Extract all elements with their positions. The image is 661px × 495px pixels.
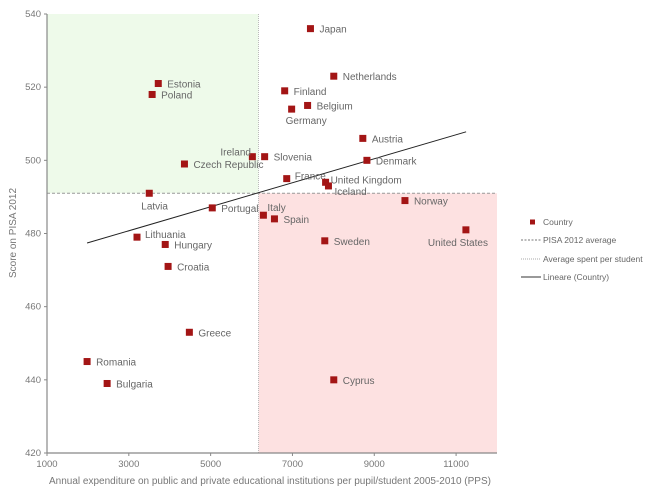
x-tick-label: 7000 [282,459,303,470]
data-label: United States [428,238,488,249]
data-point [133,233,141,241]
data-point [164,262,172,270]
data-label: Netherlands [343,72,397,83]
y-axis-label: Score on PISA 2012 [8,188,19,279]
data-point [401,197,409,205]
data-point [359,134,367,142]
data-point [462,226,470,234]
data-label: Finland [294,87,327,98]
data-label: Norway [414,197,448,208]
y-tick-label: 440 [25,375,41,386]
y-tick-label: 480 [25,229,41,240]
x-tick-label: 5000 [200,459,221,470]
data-label: Germany [286,116,327,127]
data-label: Hungary [174,240,212,251]
data-point [270,215,278,223]
data-label: Portugal [221,204,258,215]
data-label: Croatia [177,262,210,273]
y-tick-label: 500 [25,155,41,166]
data-label: Slovenia [274,153,313,164]
y-tick-label: 520 [25,82,41,93]
data-label: Spain [283,215,309,226]
x-tick-label: 9000 [364,459,385,470]
legend-label: Lineare (Country) [543,272,609,282]
data-point [145,189,153,197]
data-point [161,240,169,248]
data-point [103,379,111,387]
data-label: Romania [96,358,136,369]
legend-label: PISA 2012 average [543,235,617,245]
data-label: Italy [267,203,285,214]
data-label: Estonia [167,80,201,91]
data-label: Belgium [317,101,353,112]
data-label: United Kingdom [331,175,402,186]
data-point [330,376,338,384]
data-label: France [295,172,327,183]
legend-label: Average spent per student [543,254,643,264]
data-point [261,153,269,161]
data-point [259,211,267,219]
data-point [185,328,193,336]
data-point [322,178,330,186]
data-label: Denmark [376,156,418,167]
data-point [306,25,314,33]
x-tick-label: 3000 [118,459,139,470]
data-point [154,80,162,88]
data-label: Cyprus [343,376,375,387]
x-axis-label: Annual expenditure on public and private… [49,476,491,487]
data-point [248,153,256,161]
data-point [208,204,216,212]
legend-marker-country [530,219,535,225]
data-point [363,156,371,164]
data-point [283,175,291,183]
data-point [321,237,329,245]
data-point [304,101,312,109]
quadrant-low-score-high-spend [258,193,497,453]
data-label: Lithuania [145,230,186,241]
data-label: Sweden [334,237,370,248]
y-tick-label: 460 [25,302,41,313]
quadrant-high-score-low-spend [47,14,259,194]
data-point [281,87,289,95]
x-tick-label: 1000 [36,459,57,470]
data-label: Latvia [141,201,168,212]
data-label: Japan [319,25,346,36]
data-label: Ireland [220,148,251,159]
x-tick-label: 11000 [443,459,469,470]
data-point [324,182,332,190]
data-point [180,160,188,168]
data-label: Poland [161,90,192,101]
data-label: Bulgaria [116,379,153,390]
y-tick-label: 540 [25,9,41,20]
data-point [330,72,338,80]
trend-line [86,131,467,244]
data-label: Czech Republic [193,160,263,171]
data-label: Iceland [334,187,366,198]
data-point [148,90,156,98]
data-label: Greece [198,328,231,339]
legend-label: Country [543,217,574,227]
data-label: Austria [372,134,404,145]
data-point [288,105,296,113]
y-tick-label: 420 [25,448,41,459]
data-point [83,358,91,366]
